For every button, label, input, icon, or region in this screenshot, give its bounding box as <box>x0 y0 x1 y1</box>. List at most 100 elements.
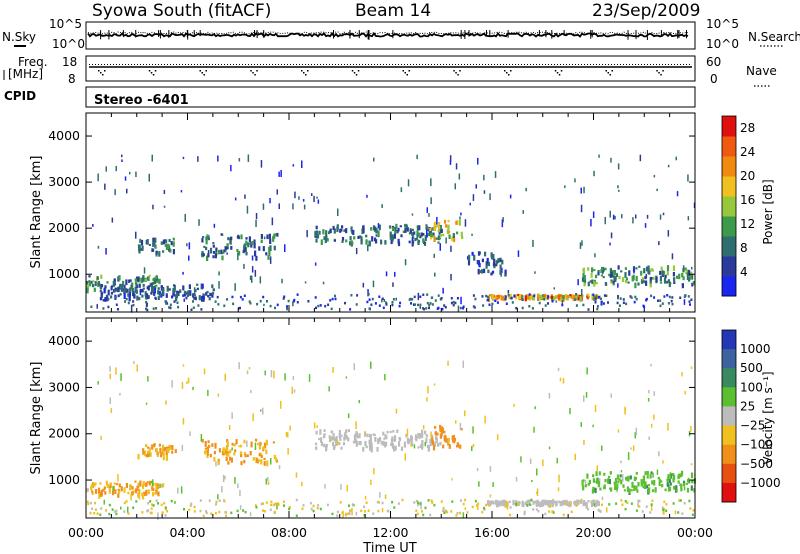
heat-cell-near <box>429 513 432 517</box>
heat-cell-near <box>443 511 446 515</box>
heat-cell-sparse <box>609 210 611 218</box>
heat-cell-near <box>217 303 220 306</box>
heat-cell-near <box>464 498 467 502</box>
heat-cell <box>245 237 248 240</box>
heat-cell <box>578 500 581 503</box>
heat-cell-sparse <box>416 154 418 160</box>
heat-cell <box>486 500 490 506</box>
heat-cell <box>342 442 346 446</box>
heat-cell-near <box>104 299 107 302</box>
heat-cell-sparse <box>687 174 689 182</box>
heat-cell <box>597 270 600 272</box>
heat-cell-sparse <box>129 484 132 489</box>
x-tick-label: 12:00 <box>372 525 408 540</box>
heat-cell-near <box>334 294 336 298</box>
heat-cell <box>138 283 141 288</box>
heat-cell <box>668 486 672 492</box>
heat-cell <box>106 296 109 302</box>
heat-cell <box>491 270 495 274</box>
power-colorbar-tick: 12 <box>740 217 755 231</box>
heat-cell <box>151 248 154 252</box>
heat-cell-near <box>505 500 508 504</box>
heat-cell <box>439 424 442 428</box>
heat-cell-sparse <box>159 483 161 488</box>
heat-cell <box>198 295 201 301</box>
heat-cell-near <box>351 503 354 506</box>
heat-cell <box>127 293 130 297</box>
heat-cell <box>94 281 97 287</box>
heat-cell <box>128 279 131 283</box>
heat-cell-near <box>125 297 128 301</box>
heat-cell-near <box>689 507 692 510</box>
heat-cell <box>391 436 394 442</box>
heat-cell <box>316 234 320 239</box>
velocity-colorbar-segment <box>722 368 736 388</box>
heat-cell <box>315 238 318 243</box>
heat-cell <box>204 441 207 447</box>
heat-cell <box>107 289 110 296</box>
heat-cell-near <box>671 296 674 299</box>
heat-cell-near <box>547 296 549 300</box>
heat-cell <box>205 246 208 251</box>
heat-cell <box>369 445 372 451</box>
heat-cell-near <box>672 502 675 505</box>
heat-cell-near <box>474 499 477 503</box>
heat-cell <box>227 237 230 241</box>
heat-cell-near <box>452 300 455 304</box>
heat-cell <box>109 483 112 486</box>
heat-cell-near <box>146 302 148 305</box>
heat-cell-sparse <box>246 205 249 214</box>
heat-cell <box>640 270 643 276</box>
heat-cell <box>392 430 395 433</box>
heat-cell <box>243 452 246 456</box>
heat-cell <box>622 278 625 282</box>
heat-cell-near <box>509 506 512 509</box>
heat-cell <box>206 255 209 261</box>
heat-cell-near <box>462 307 465 310</box>
heat-cell <box>393 439 396 442</box>
heat-cell <box>375 227 378 234</box>
heat-cell-near <box>483 506 485 510</box>
heat-cell-sparse <box>583 186 585 194</box>
heat-cell-near <box>515 503 518 507</box>
heat-cell <box>320 239 323 245</box>
heat-cell <box>136 295 139 301</box>
heat-cell <box>211 284 214 289</box>
heat-cell-sparse <box>459 422 462 431</box>
heat-cell <box>681 272 684 278</box>
freq-dot <box>152 74 155 76</box>
heat-cell <box>176 290 179 295</box>
freq-dot <box>256 70 258 72</box>
heat-cell <box>628 270 631 276</box>
heat-cell-near <box>459 511 462 515</box>
heat-cell <box>553 296 556 301</box>
heat-cell-sparse <box>583 439 585 445</box>
heat-cell <box>265 449 268 455</box>
heat-cell-near <box>263 510 266 513</box>
heat-cell-sparse <box>612 214 615 220</box>
heat-cell-sparse <box>238 158 241 162</box>
heat-cell-sparse <box>620 470 623 473</box>
heat-cell-near <box>202 514 205 518</box>
heat-cell-sparse <box>226 252 228 255</box>
heat-cell <box>193 297 196 300</box>
heat-cell-sparse <box>662 212 665 216</box>
heat-cell-near <box>330 307 333 311</box>
heat-cell-sparse <box>662 460 664 464</box>
heat-cell-sparse <box>602 269 604 275</box>
heat-cell-near <box>494 299 497 302</box>
heat-cell <box>153 443 156 446</box>
heat-cell-near <box>535 508 538 511</box>
heat-cell-near <box>482 304 485 307</box>
heat-cell <box>253 243 256 249</box>
heat-cell <box>616 483 619 489</box>
heat-cell <box>478 251 481 255</box>
heat-cell <box>675 489 678 492</box>
heat-cell <box>617 480 620 484</box>
heat-cell-near <box>145 307 147 311</box>
heat-cell-near <box>105 509 108 512</box>
heat-cell <box>108 489 111 494</box>
heat-cell-sparse <box>270 370 273 378</box>
